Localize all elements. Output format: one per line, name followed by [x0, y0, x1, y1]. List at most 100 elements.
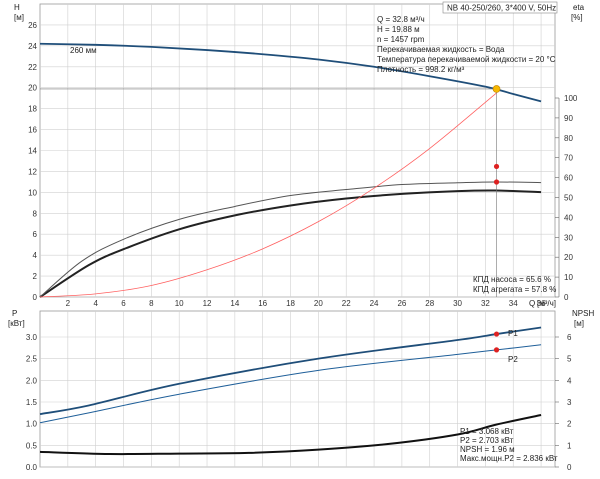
y-left-tick-label: 24 [28, 42, 37, 51]
x-tick-label: 20 [314, 299, 323, 308]
y-right-tick-label: 20 [564, 253, 573, 262]
x-tick-label: 36 [537, 299, 546, 308]
efficiency-notes: КПД насоса = 65.6 % КПД агрегата = 57.8 … [473, 275, 556, 294]
y-left-tick-label: 0 [33, 293, 38, 302]
x-tick-label: 30 [453, 299, 462, 308]
y-left-tick-label: 8 [33, 209, 38, 218]
annotation-n: n = 1457 rpm [377, 35, 425, 44]
x-axis-label: Q [529, 299, 535, 308]
y-right-tick-label: 90 [564, 114, 573, 123]
y-right-tick-label: 10 [564, 273, 573, 282]
npsh-tick-label: 4 [567, 376, 572, 385]
power-tick-label: 0.5 [26, 441, 38, 450]
x-tick-label: 14 [230, 299, 239, 308]
y-left-tick-label: 12 [28, 167, 37, 176]
y-left-tick-label: 10 [28, 188, 37, 197]
x-tick-label: 12 [203, 299, 212, 308]
series-label-p2: P2 [508, 355, 518, 364]
npsh-tick-label: 3 [567, 398, 572, 407]
y-right-tick-label: 40 [564, 213, 573, 222]
power-annotations: P1 = 3.068 кВт P2 = 2.703 кВт NPSH = 1.9… [460, 427, 558, 463]
bottom-series-group [39, 326, 542, 456]
annotation-p1: P1 = 3.068 кВт [460, 427, 514, 436]
title-box [442, 1, 558, 14]
bottom-y-left-tick-labels: 0.0 0.5 1.0 1.5 2.0 2.5 3.0 [26, 333, 38, 472]
power-tick-label: 2.0 [26, 376, 38, 385]
operating-point-guides [40, 88, 497, 297]
bottom-plot-grid [39, 310, 556, 468]
duty-point-annotations: Q = 32.8 м³/ч H = 19.88 м n = 1457 rpm П… [377, 15, 556, 74]
x-axis-unit: [м³/ч] [537, 299, 556, 308]
y-left-axis-unit: [м] [14, 13, 24, 22]
efficiency-marker [493, 163, 500, 170]
chart-title: NB 40-250/260, 3*400 V, 50Hz [447, 4, 556, 13]
power-marker [493, 331, 500, 337]
power-tick-label: 0.0 [26, 463, 38, 472]
y-right-tick-label: 50 [564, 194, 573, 203]
npsh-tick-label: 5 [567, 355, 572, 364]
top-markers [492, 85, 501, 185]
x-tick-label: 2 [66, 299, 71, 308]
annotation-max-p2: Макс.мощн.P2 = 2.836 кВт [460, 454, 558, 463]
npsh-tick-label: 0 [567, 463, 572, 472]
series-eta_unit [39, 181, 542, 298]
efficiency-marker [493, 179, 500, 185]
operating-point-marker [492, 85, 501, 93]
annotation-npsh: NPSH = 1.96 м [460, 445, 515, 454]
annotation-liquid: Перекачиваемая жидкость = Вода [377, 45, 505, 54]
series-p2 [39, 344, 542, 424]
note-eta-pump: КПД насоса = 65.6 % [473, 275, 551, 284]
y-left-tick-label: 26 [28, 21, 37, 30]
top-y-right-tick-labels: 0 10 20 30 40 50 60 70 80 90 100 [555, 94, 578, 302]
y-left-tick-label: 18 [28, 105, 37, 114]
power-tick-label: 3.0 [26, 333, 38, 342]
annotation-density: Плотность = 998.2 кг/м³ [377, 65, 465, 74]
y-left-tick-label: 4 [33, 251, 38, 260]
power-axis-unit: [кВт] [8, 319, 25, 328]
npsh-tick-label: 1 [567, 441, 572, 450]
y-left-axis-label: H [14, 3, 20, 12]
x-tick-label: 10 [175, 299, 184, 308]
y-left-tick-label: 16 [28, 126, 37, 135]
x-tick-label: 8 [149, 299, 154, 308]
annotation-h: H = 19.88 м [377, 25, 420, 34]
top-plot-grid [39, 3, 556, 298]
power-tick-label: 1.5 [26, 398, 38, 407]
y-right-axis-label: eta [573, 3, 585, 12]
y-right-tick-label: 70 [564, 154, 573, 163]
x-tick-label: 34 [509, 299, 518, 308]
x-tick-label: 16 [258, 299, 267, 308]
x-tick-label: 28 [425, 299, 434, 308]
y-right-tick-label: 30 [564, 233, 573, 242]
y-left-tick-label: 6 [33, 230, 38, 239]
x-tick-label: 24 [370, 299, 379, 308]
x-tick-label: 22 [342, 299, 351, 308]
x-tick-label: 32 [481, 299, 490, 308]
annotation-temp: Температура перекачиваемой жидкости = 20… [377, 55, 556, 64]
curve-label-260: 260 мм [70, 46, 97, 55]
note-eta-unit: КПД агрегата = 57.8 % [473, 285, 556, 294]
y-left-tick-label: 22 [28, 63, 37, 72]
npsh-tick-label: 2 [567, 420, 572, 429]
x-tick-label: 18 [286, 299, 295, 308]
y-right-tick-label: 80 [564, 134, 573, 143]
top-x-tick-labels: 2 4 6 8 10 12 14 16 18 20 22 24 26 28 30 32 34 36 [66, 299, 546, 308]
bottom-markers [493, 331, 500, 353]
power-tick-label: 1.0 [26, 420, 38, 429]
bottom-y-right-tick-labels: 0 1 2 3 4 5 6 [555, 333, 572, 472]
y-right-tick-label: 60 [564, 174, 573, 183]
npsh-tick-label: 6 [567, 333, 572, 342]
power-axis-label: P [12, 309, 17, 318]
series-label-p1: P1 [508, 329, 518, 338]
x-tick-label: 4 [93, 299, 98, 308]
y-right-axis-unit: [%] [571, 13, 583, 22]
series-p1 [39, 326, 542, 416]
power-marker [493, 347, 500, 353]
series-npsh [39, 414, 542, 456]
annotation-q: Q = 32.8 м³/ч [377, 15, 425, 24]
y-left-tick-label: 14 [28, 147, 37, 156]
x-tick-label: 6 [121, 299, 126, 308]
